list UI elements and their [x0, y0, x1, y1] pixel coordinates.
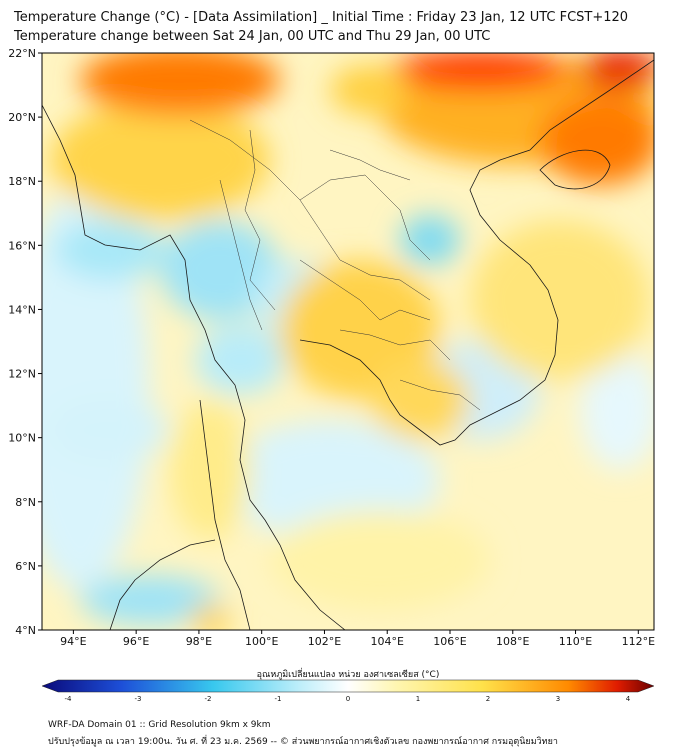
colorbar-tick-label: -2 — [205, 695, 212, 703]
lon-label: 100°E — [245, 635, 278, 648]
lon-label: 96°E — [123, 635, 149, 648]
lat-label: 4°N — [15, 624, 36, 637]
plot-frame — [41, 52, 655, 631]
colorbar-tick-label: 0 — [346, 695, 350, 703]
colorbar-tick-label: -4 — [65, 695, 73, 703]
lon-label: 110°E — [559, 635, 592, 648]
lat-label: 8°N — [15, 496, 36, 509]
map-subtitle: Temperature change between Sat 24 Jan, 0… — [14, 29, 491, 44]
colorbar-tick-label: -1 — [275, 695, 282, 703]
lat-label: 14°N — [8, 303, 36, 316]
model-info: WRF-DA Domain 01 :: Grid Resolution 9km … — [48, 720, 271, 730]
coastlines — [42, 59, 654, 630]
colorbar-tick-label: 3 — [556, 695, 560, 703]
lon-label: 112°E — [622, 635, 655, 648]
longitude-axis: 94°E 96°E 98°E 100°E 102°E 104°E 106°E 108°E 110… — [60, 630, 655, 648]
lon-label: 108°E — [496, 635, 529, 648]
temperature-field — [42, 53, 654, 630]
colorbar-tick-label: 2 — [486, 695, 490, 703]
update-info: ปรับปรุงข้อมูล ณ เวลา 19:00น. วัน ศ. ที่… — [48, 737, 558, 747]
lat-label: 20°N — [8, 111, 36, 124]
colorbar-title: อุณหภูมิเปลี่ยนแปลง หน่วย องศาเซลเซียส (… — [257, 667, 440, 680]
colorbar-ticks: -4 -3 -2 -1 0 1 2 3 4 — [65, 695, 631, 703]
lon-label: 102°E — [308, 635, 341, 648]
lat-label: 16°N — [8, 239, 36, 252]
colorbar-tick-label: -3 — [135, 695, 142, 703]
lon-label: 106°E — [433, 635, 466, 648]
lon-label: 98°E — [186, 635, 212, 648]
borders — [189, 119, 481, 411]
lon-label: 104°E — [371, 635, 404, 648]
colorbar — [41, 679, 655, 693]
latitude-axis: 22°N 20°N 18°N 16°N 14°N 12°N 10°N 8°N 6°N 4°N — [8, 47, 42, 637]
lon-label: 94°E — [60, 635, 86, 648]
map-title: Temperature Change (°C) - [Data Assimila… — [14, 10, 629, 25]
lat-label: 6°N — [15, 560, 36, 573]
colorbar-tick-label: 1 — [416, 695, 420, 703]
lat-label: 22°N — [8, 47, 36, 60]
lat-label: 12°N — [8, 368, 36, 381]
colorbar-tick-label: 4 — [626, 695, 631, 703]
lat-label: 18°N — [8, 175, 36, 188]
lat-label: 10°N — [8, 432, 36, 445]
